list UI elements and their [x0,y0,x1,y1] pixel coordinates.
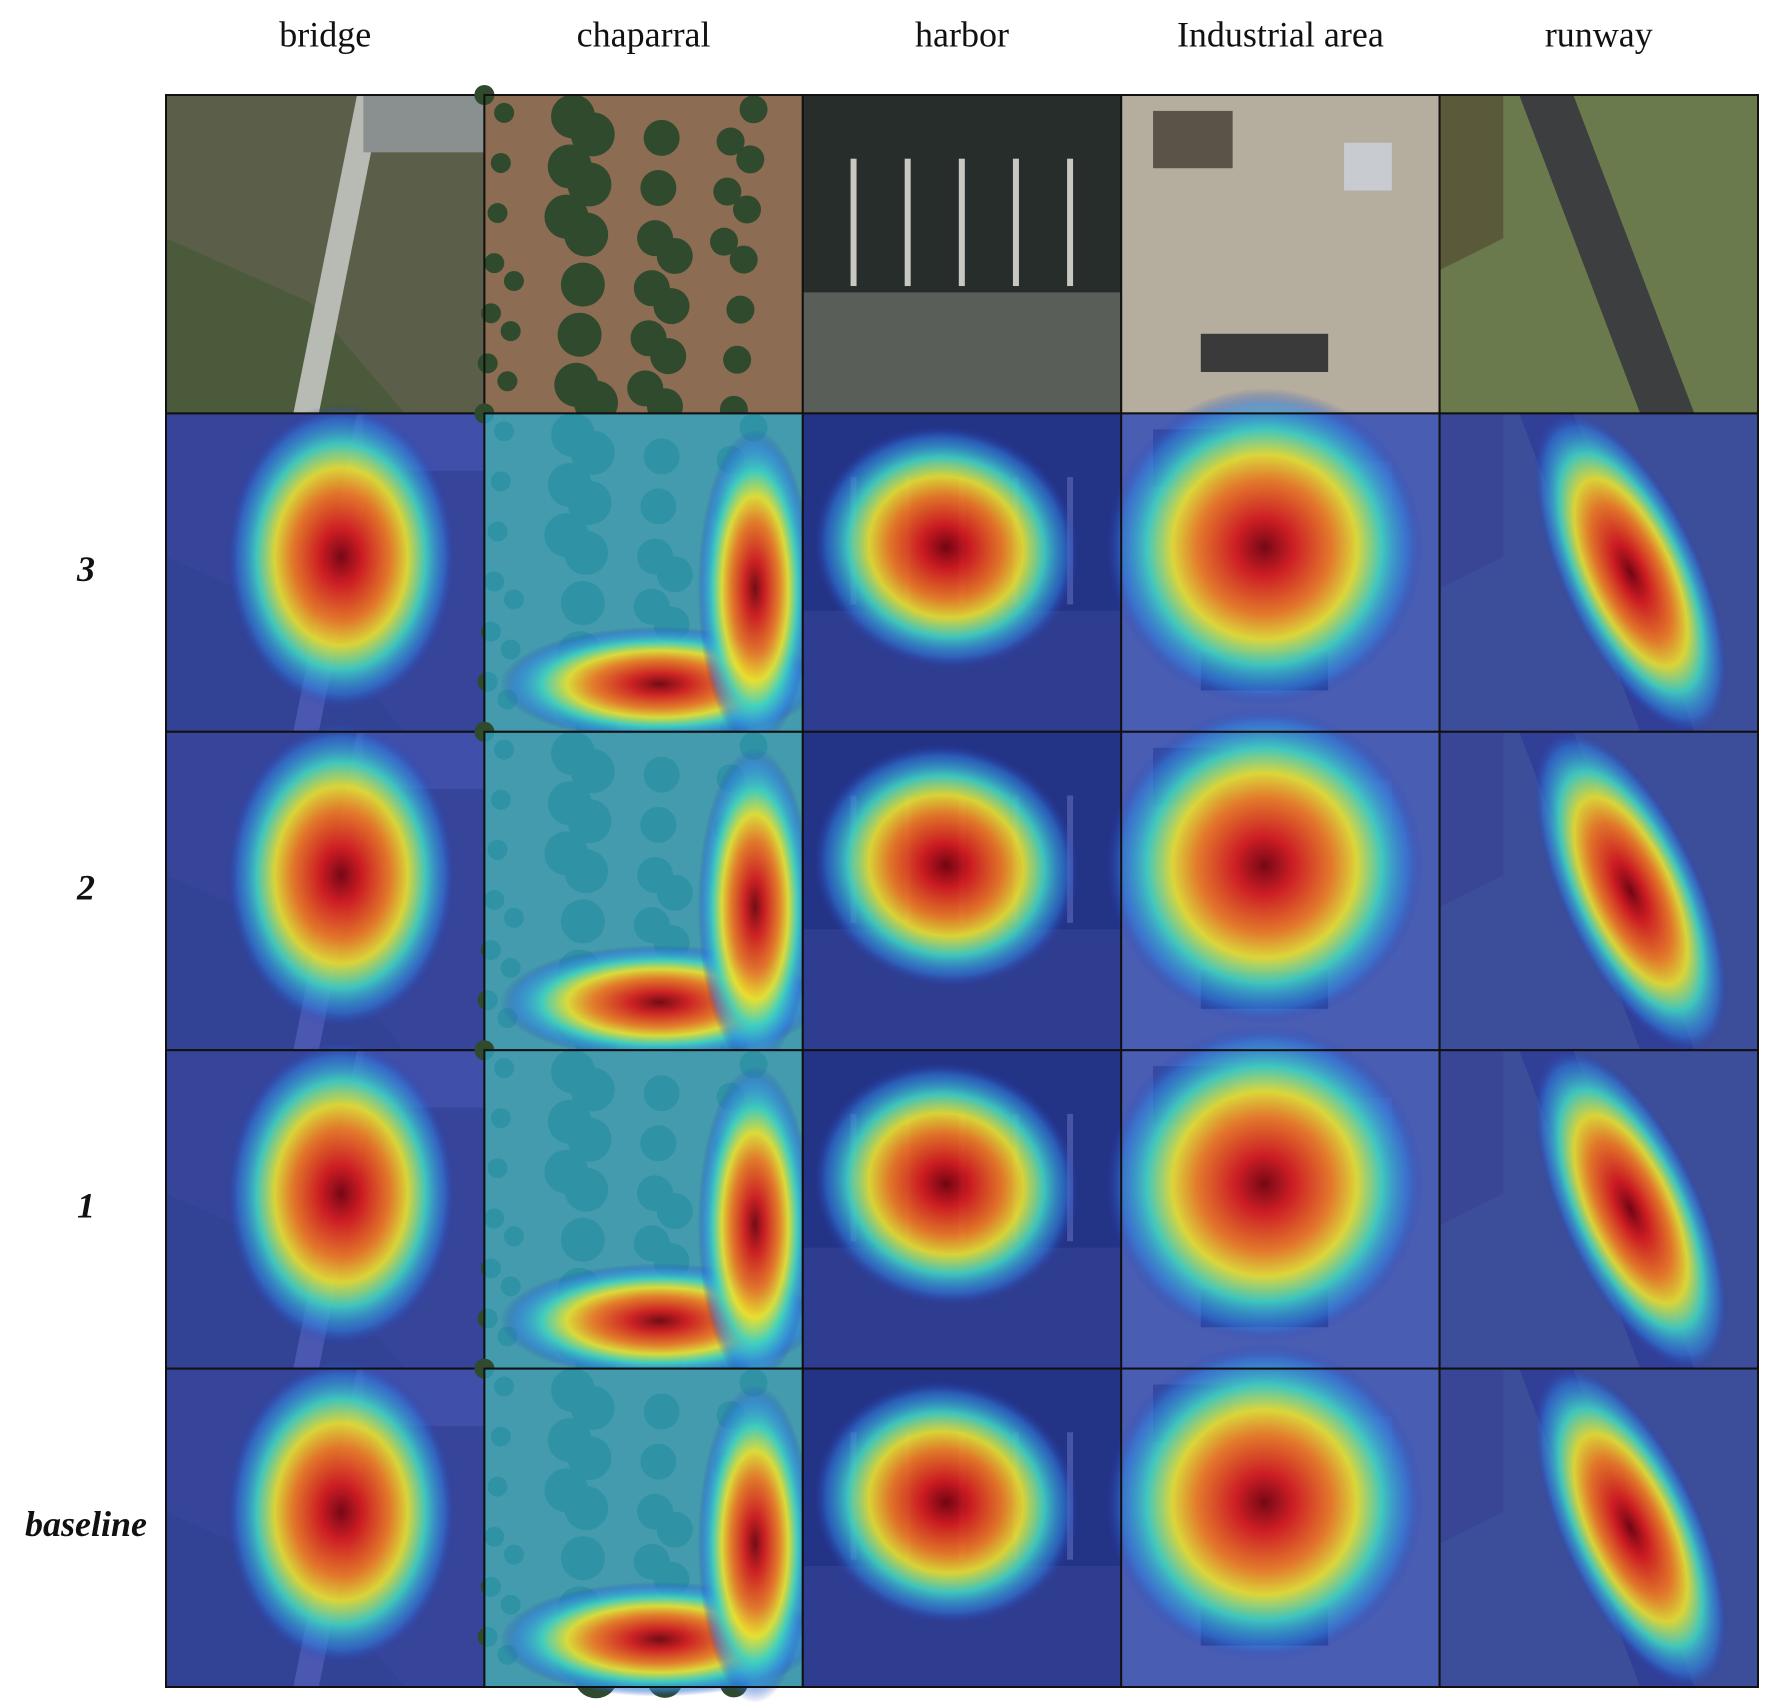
heat-spot [226,403,456,710]
image-cell [165,403,486,733]
image-cell [165,1359,486,1688]
image-cell [801,1367,1123,1688]
heat-spot [1105,1024,1424,1344]
shrub [726,295,755,324]
image-cell [1105,706,1441,1052]
heat-spot [813,1062,1079,1306]
shrub [500,321,521,342]
column-header: Industrial area [1177,14,1384,54]
dock [363,95,485,153]
heat-spot [1105,1343,1424,1662]
image-cell [165,1040,486,1370]
shrub [736,145,765,174]
row-label: 3 [76,549,95,589]
heat-spot [226,1359,456,1665]
heat-spot [1533,1366,1729,1690]
shrub [480,303,501,324]
shrub [732,195,761,224]
shrub [640,170,677,207]
shrub [723,345,752,374]
column-header: bridge [279,14,371,54]
pier [1012,158,1019,287]
image-cell [1438,1366,1759,1690]
column-header: runway [1545,14,1653,54]
shrub [713,177,742,206]
image-cell [1120,94,1441,415]
image-cell [474,85,804,425]
image-cell [1105,1343,1441,1688]
image-cell [801,730,1123,1052]
building [1200,333,1329,373]
shrub [643,119,680,156]
lot [802,292,1122,414]
shrub [503,271,524,292]
shrub [497,371,518,392]
shrub [710,227,739,256]
heat-spot [697,1384,813,1702]
image-cell [474,721,819,1067]
shrub [494,102,515,123]
image-cell [165,722,486,1052]
bridge-deck [293,95,383,414]
image-cell [801,94,1123,415]
image-cell [801,412,1123,733]
pier [958,158,965,287]
shrub [557,312,602,357]
heat-spot [226,722,456,1028]
heat-spot [697,429,813,748]
shrub [487,203,508,224]
building [1153,110,1233,169]
shrub [729,245,758,274]
heat-spot [813,743,1079,988]
heat-spot [1533,729,1729,1053]
heat-spot [226,1040,456,1347]
shrub [650,338,687,375]
image-cell [1105,387,1441,733]
heat-spot [1105,706,1424,1025]
column-header: harbor [915,14,1009,54]
column-header: chaparral [577,14,711,54]
image-cell [1105,1024,1441,1370]
row-label: baseline [25,1504,147,1544]
pier [850,158,857,287]
shrub [477,353,498,374]
image-cell [474,1040,819,1385]
heat-spot [813,425,1079,670]
shrub [490,152,511,173]
pier [1067,158,1074,287]
image-cell [1438,94,1759,415]
image-cell [165,94,486,415]
shrub [656,237,693,274]
taxiway [1439,95,1504,271]
shrub [567,162,612,207]
heat-spot [1533,411,1729,735]
shrub [570,112,615,157]
image-cell [1438,1047,1759,1371]
row-label: 2 [76,867,95,907]
shrub [484,253,505,274]
image-cell [1438,411,1759,735]
shrub [560,262,605,307]
image-cell [474,403,819,748]
image-cell [474,1358,819,1702]
shore [166,238,405,414]
image-cell [1438,729,1759,1053]
row-label: 1 [77,1186,95,1226]
cell-border [1438,1367,1759,1688]
building [1344,142,1392,191]
pier [904,158,911,287]
heat-spot [1105,387,1424,707]
shrub [564,212,609,257]
shrub [716,127,745,156]
runway-strip [1519,95,1695,414]
heat-spot [813,1380,1079,1625]
shrub [653,288,690,325]
heat-spot [1533,1047,1729,1371]
heat-spot [697,747,813,1067]
heat-spot [697,1066,813,1385]
image-cell [801,1049,1123,1370]
shrub [739,95,768,124]
